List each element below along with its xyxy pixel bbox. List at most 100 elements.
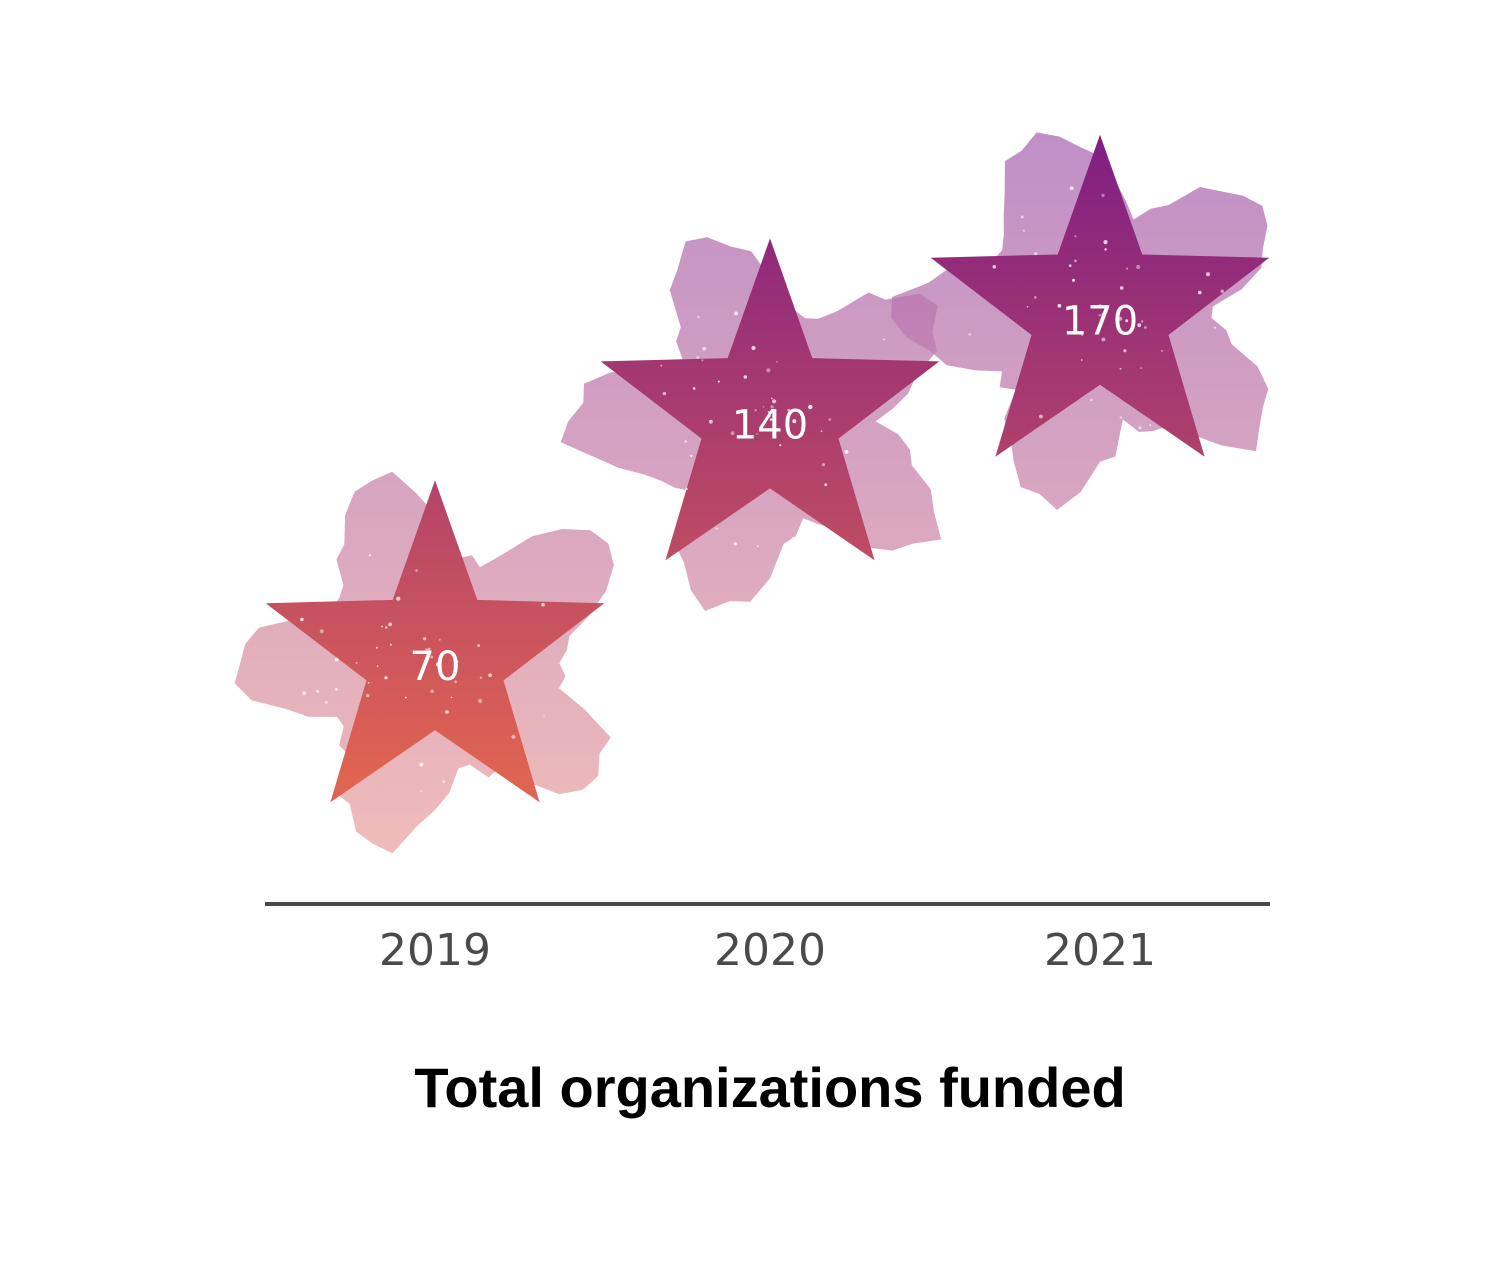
speckle-dot (767, 410, 770, 413)
speckle-dot (543, 714, 545, 717)
speckle-dot (1022, 229, 1025, 232)
speckle-dot (375, 646, 378, 649)
speckle-dot (770, 405, 774, 409)
value-label-2021: 170 (1062, 299, 1138, 345)
speckle-dot (1144, 326, 1147, 329)
speckle-dot (1119, 416, 1122, 419)
speckle-dot (766, 368, 771, 373)
value-label-2020: 140 (732, 402, 808, 448)
speckle-dot (824, 483, 827, 487)
speckle-dot (1068, 264, 1072, 268)
speckle-dot (673, 489, 677, 492)
speckle-dot (662, 391, 667, 396)
speckle-dot (844, 450, 849, 454)
speckle-dot (776, 360, 778, 363)
speckle-dot (1090, 398, 1093, 402)
speckle-dot (477, 644, 481, 647)
speckle-dot (779, 444, 782, 447)
speckle-dot (426, 657, 429, 660)
speckle-dot (756, 545, 759, 548)
speckle-dot (479, 676, 482, 679)
speckle-dot (717, 380, 720, 383)
chart-title: Total organizations funded (414, 1056, 1125, 1119)
speckle-dot (756, 433, 758, 435)
speckle-dot (684, 440, 687, 443)
speckle-dot (715, 527, 718, 530)
speckle-dot (734, 311, 738, 316)
speckle-dot (488, 673, 492, 677)
star-mark-2021 (930, 134, 1270, 457)
speckle-dot (1118, 316, 1123, 321)
speckle-dot (404, 696, 407, 699)
speckle-dot (427, 647, 431, 651)
speckle-dot (1205, 272, 1211, 277)
speckle-dot (1074, 259, 1077, 263)
speckle-dot (445, 710, 449, 714)
speckle-dot (660, 364, 663, 367)
speckle-dot (1033, 296, 1037, 299)
speckle-layer (300, 186, 1225, 793)
speckle-dot (1119, 286, 1124, 290)
speckle-dot (415, 569, 418, 572)
speckle-dot (1039, 414, 1043, 419)
speckle-dot (1026, 306, 1029, 308)
speckle-dot (771, 397, 773, 400)
speckle-dot (454, 659, 459, 664)
speckle-dot (1081, 334, 1083, 336)
speckle-dot (423, 637, 427, 641)
x-tick-label-2019: 2019 (379, 925, 491, 976)
speckle-dot (690, 454, 693, 457)
speckle-dot (1101, 337, 1106, 342)
speckle-dot (1140, 367, 1143, 370)
speckle-dot (787, 408, 791, 412)
speckle-dot (355, 661, 358, 664)
x-tick-label-2021: 2021 (1044, 925, 1156, 976)
speckle-dot (980, 249, 984, 253)
speckle-dot (384, 676, 388, 680)
speckle-dot (319, 629, 324, 634)
speckle-dot (1101, 193, 1105, 197)
star-mark-2019 (265, 480, 605, 803)
speckle-dot (1126, 267, 1128, 270)
speckle-dot (442, 780, 446, 784)
speckle-dot (1057, 303, 1062, 308)
speckle-dot (730, 431, 735, 436)
speckle-dot (1104, 248, 1107, 251)
speckle-dot (751, 345, 756, 351)
value-labels: 70 140 170 (410, 299, 1139, 690)
speckle-dot (1098, 314, 1101, 317)
speckle-dot (709, 419, 713, 424)
speckle-dot (450, 696, 453, 699)
speckle-dot (791, 536, 795, 540)
speckle-dot (821, 463, 826, 467)
speckle-dot (820, 430, 823, 433)
speckle-dot (454, 680, 457, 684)
speckle-dot (1072, 278, 1075, 282)
speckle-dot (1140, 320, 1144, 323)
speckle-dot (302, 691, 307, 696)
speckle-dot (692, 387, 696, 390)
speckle-dot (1136, 265, 1141, 269)
speckle-dot (702, 346, 707, 351)
speckle-dot (828, 418, 832, 421)
speckle-dot (541, 602, 545, 607)
star-mark-2020 (600, 238, 940, 561)
speckle-dot (438, 638, 441, 641)
speckle-dot (883, 338, 886, 341)
speckle-dot (754, 409, 757, 412)
speckle-dot (772, 399, 777, 404)
x-tick-labels: 2019 2020 2021 (379, 925, 1156, 976)
speckle-dot (1129, 203, 1133, 208)
speckle-dot (366, 693, 370, 698)
speckle-dot (396, 596, 401, 601)
speckle-dot (1103, 240, 1108, 245)
speckle-dot (315, 689, 320, 693)
speckle-dot (808, 404, 813, 410)
speckle-dot (733, 542, 737, 546)
speckle-dot (1074, 235, 1077, 238)
speckle-dot (385, 626, 388, 629)
speckle-dot (671, 492, 674, 495)
speckle-dot (499, 777, 503, 781)
speckle-dot (1123, 349, 1127, 353)
